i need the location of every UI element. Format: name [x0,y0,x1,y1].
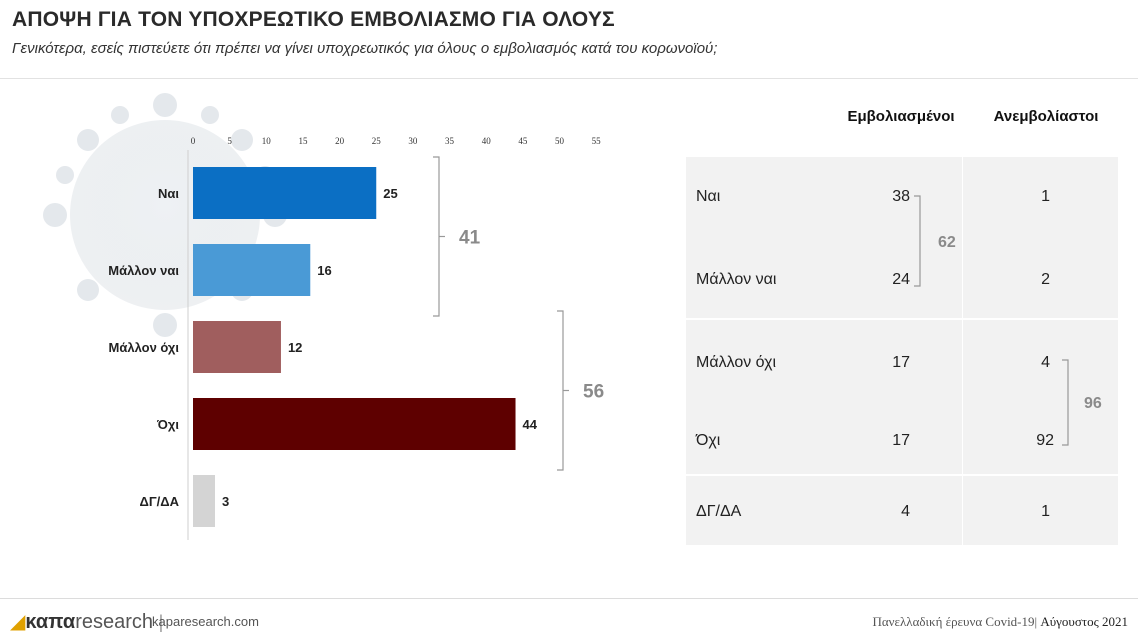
bar-chart: 0 5 10 15 20 25 30 35 40 45 50 55 Ναι 25 Μάλλον ναι 16… [108,136,604,540]
group-total-label: 56 [583,382,604,403]
x-tick-label: 30 [408,136,418,146]
x-tick-label: 5 [227,136,232,146]
table-row-divider [686,318,1118,320]
data-label: 16 [317,263,331,278]
kapa-research-logo: ◢καπαresearch | [10,611,164,633]
unvaccinated-value: 1 [1041,188,1050,205]
bar [193,398,516,450]
survey-source: Πανελλαδική έρευνα Covid-19| Αύγουστος 2… [872,614,1128,630]
logo-bold: καπα [25,611,76,633]
table-group-brackets: 96 [1062,359,1102,446]
x-tick-label: 40 [482,136,492,146]
x-tick-label: 25 [372,136,382,146]
unvaccinated-value: 4 [1041,354,1050,371]
group-brackets: 41 56 [433,156,604,471]
row-label-dgda: ΔΓ/ΔΑ [696,503,742,520]
x-tick-label: 10 [262,136,272,146]
vaccinated-value: 17 [892,354,910,371]
source-label: Πανελλαδική έρευνα Covid-19| [872,614,1038,629]
bar [193,167,377,219]
group-total-vaccinated: 62 [938,234,956,251]
source-date: Αύγουστος 2021 [1037,614,1128,629]
vaccinated-value: 17 [892,432,910,449]
bracket-unvaccinated [1062,359,1069,446]
group-total-label: 41 [459,228,481,249]
bar [193,475,215,527]
row-label-nai: Ναι [696,188,721,205]
row-label-mallon-ochi: Μάλλον όχι [696,354,777,371]
col-header-unvaccinated: Ανεμβολίαστοι [993,108,1099,125]
unvaccinated-value: 2 [1041,271,1050,288]
col-header-vaccinated: Εμβολιασμένοι [847,108,955,125]
x-tick-label: 50 [555,136,565,146]
data-label: 25 [383,186,397,201]
logo-mark-icon: ◢ [10,611,26,633]
x-axis: 0 5 10 15 20 25 30 35 40 45 50 55 [187,136,602,540]
header-divider [0,78,1138,79]
unvaccinated-value: 92 [1036,432,1054,449]
vaccinated-value: 4 [901,503,910,520]
x-tick-label: 0 [191,136,196,146]
bar [193,321,281,373]
data-label: 12 [288,340,302,355]
category-label: Όχι [156,417,179,432]
row-label-ochi: Όχι [696,432,721,449]
bar [193,244,311,296]
website-link[interactable]: kaparesearch.com [152,614,259,629]
x-tick-label: 35 [445,136,455,146]
category-label: Μάλλον όχι [109,340,180,355]
row-label-mallon-nai: Μάλλον ναι [696,271,777,288]
page-subtitle: Γενικότερα, εσείς πιστεύετε ότι πρέπει ν… [12,40,718,57]
vaccinated-value: 24 [892,271,910,288]
x-tick-label: 15 [298,136,308,146]
x-tick-label: 55 [592,136,602,146]
vaccinated-value: 38 [892,188,910,205]
group-bracket [433,156,440,317]
data-label: 3 [222,494,229,509]
category-label: Μάλλον ναι [108,263,179,278]
logo-light: research [75,611,154,633]
category-label: ΔΓ/ΔΑ [139,494,179,509]
table-row-divider [686,474,1118,476]
table-column-divider [962,157,963,545]
x-tick-label: 20 [335,136,345,146]
bracket-vaccinated [914,195,921,287]
data-label: 44 [523,417,538,432]
category-label: Ναι [158,186,179,201]
table-group-brackets: 62 [914,195,956,287]
group-bracket [557,310,564,471]
page-title: ΑΠΟΨΗ ΓΙΑ ΤΟΝ ΥΠΟΧΡΕΩΤΙΚΟ ΕΜΒΟΛΙΑΣΜΟ ΓΙΑ… [12,8,615,31]
unvaccinated-value: 1 [1041,503,1050,520]
bars: Ναι 25 Μάλλον ναι 16 Μάλλον όχι 12 Όχι 44 ΔΓ/ΔΑ 3 [108,167,538,527]
results-table [686,157,1118,545]
group-total-unvaccinated: 96 [1084,395,1102,412]
footer-divider [0,598,1138,599]
x-tick-label: 45 [518,136,528,146]
